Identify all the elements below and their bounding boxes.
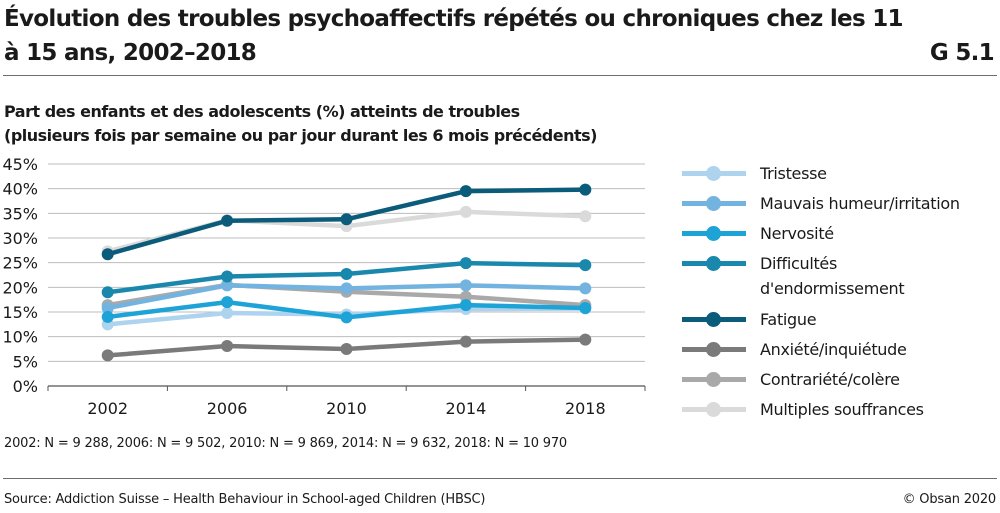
legend-item: Contrariété/colère <box>668 364 998 394</box>
legend-item: Nervosité <box>668 218 998 248</box>
legend-swatch-dot <box>706 226 721 241</box>
data-point <box>579 302 592 315</box>
legend-label: Nervosité <box>760 224 834 243</box>
legend-swatch-dot <box>706 166 721 181</box>
data-point <box>459 290 472 303</box>
y-tick-label: 15% <box>2 303 38 322</box>
x-tick-label: 2014 <box>446 399 487 418</box>
legend-item: Anxiété/inquiétude <box>668 334 998 364</box>
legend-label: Difficultés d'endormissement <box>760 254 905 298</box>
legend-label: Mauvais humeur/irritation <box>760 194 960 213</box>
data-point <box>221 306 234 319</box>
subtitle-line-1: Part des enfants et des adolescents (%) … <box>4 102 520 121</box>
subtitle-line-2: (plusieurs fois par semaine ou par jour … <box>4 126 597 145</box>
y-tick-label: 35% <box>2 204 38 223</box>
legend-label: Anxiété/inquiétude <box>760 340 907 359</box>
data-point <box>221 296 234 309</box>
legend-item: Difficultés d'endormissement <box>668 248 998 304</box>
legend-label: Tristesse <box>760 164 827 183</box>
figure-code: G 5.1 <box>929 40 995 66</box>
data-point <box>579 282 592 295</box>
legend-swatch-dot <box>706 312 721 327</box>
data-point <box>340 311 353 324</box>
chart-subtitle: Part des enfants et des adolescents (%) … <box>4 100 597 148</box>
y-tick-label: 20% <box>2 278 38 297</box>
y-tick-label: 10% <box>2 328 38 347</box>
data-point <box>221 340 234 353</box>
legend-swatch-dot <box>706 196 721 211</box>
data-point <box>579 183 592 196</box>
data-point <box>221 279 234 292</box>
y-tick-label: 45% <box>2 155 38 174</box>
footer-rule <box>3 478 997 479</box>
x-tick-label: 2010 <box>326 399 367 418</box>
legend-item: Fatigue <box>668 304 998 334</box>
legend-label: Contrariété/colère <box>760 370 900 389</box>
legend-item: Tristesse <box>668 158 998 188</box>
legend-swatch-dot <box>706 342 721 357</box>
data-point <box>101 349 114 362</box>
legend-item: Mauvais humeur/irritation <box>668 188 998 218</box>
data-point <box>579 259 592 272</box>
data-point <box>459 185 472 198</box>
x-tick-label: 2002 <box>87 399 128 418</box>
data-point <box>579 210 592 223</box>
data-point <box>459 299 472 312</box>
line-chart: 0% 5% 10% 15% 20% 25% 30% 35% 40% 45% 2002 2006 2010… <box>2 155 646 418</box>
y-tick-label: 5% <box>13 352 38 371</box>
chart-title: Évolution des troubles psychoaffectifs r… <box>4 6 904 66</box>
data-point <box>340 268 353 281</box>
data-point <box>340 343 353 355</box>
data-point <box>459 335 472 348</box>
sample-sizes-note: 2002: N = 9 288, 2006: N = 9 502, 2010: … <box>4 436 568 451</box>
legend-label: Fatigue <box>760 310 817 329</box>
legend-swatch-dot <box>706 372 721 387</box>
y-tick-label: 0% <box>13 377 38 396</box>
legend-swatch-dot <box>706 402 721 417</box>
data-point <box>340 282 353 295</box>
legend-item: Multiples souffrances <box>668 394 998 424</box>
data-point <box>101 248 114 261</box>
data-point <box>459 257 472 270</box>
source-note: Source: Addiction Suisse – Health Behavi… <box>4 492 486 507</box>
chart-legend: Tristesse Mauvais humeur/irritation Nervos… <box>668 158 998 424</box>
legend-label: Multiples souffrances <box>760 400 924 419</box>
data-point <box>340 213 353 226</box>
y-tick-label: 25% <box>2 254 38 273</box>
data-point <box>101 286 114 299</box>
data-point <box>221 270 234 283</box>
legend-swatch-dot <box>706 256 721 271</box>
data-point <box>459 279 472 292</box>
copyright-note: © Obsan 2020 <box>902 492 997 507</box>
data-point <box>221 214 234 227</box>
data-point <box>101 302 114 315</box>
y-tick-label: 30% <box>2 229 38 248</box>
data-point <box>459 205 472 218</box>
x-tick-label: 2018 <box>565 399 606 418</box>
x-tick-label: 2006 <box>207 399 248 418</box>
header-rule <box>3 75 997 76</box>
data-point <box>101 310 114 323</box>
y-tick-label: 40% <box>2 180 38 199</box>
data-point <box>579 333 592 346</box>
